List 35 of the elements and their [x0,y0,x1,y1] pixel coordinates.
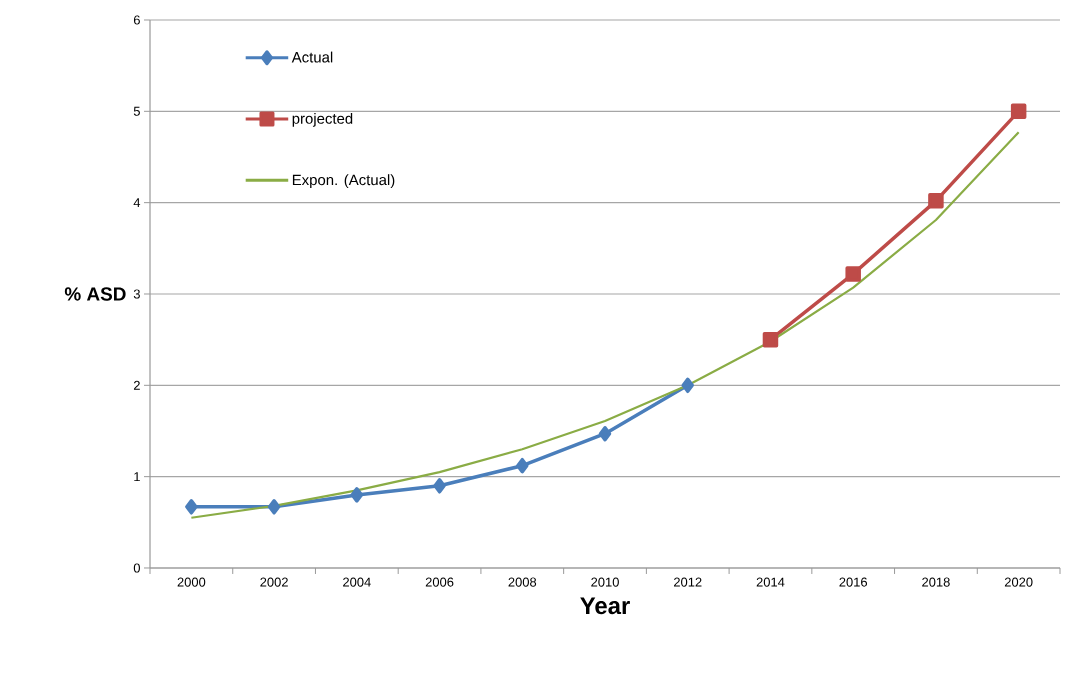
point [681,377,694,394]
x-tick-label: 2012 [673,577,702,587]
y-tick-label: 3 [133,289,140,299]
x-tick-label: 2014 [756,577,785,587]
point [516,457,529,474]
x-tick-label: 2018 [922,577,950,587]
line-series [190,131,1020,519]
y-tick-label: 2 [133,380,140,390]
point [845,266,861,282]
point [762,331,779,348]
x-tick-label: 2006 [425,577,454,587]
legend-label: Actual [291,51,333,63]
x-tick-label: 2000 [177,577,206,587]
point [1010,103,1027,120]
point [928,193,944,209]
x-tick-label: 2016 [839,577,868,587]
x-tick-label: 2008 [508,577,537,587]
y-tick-label: 5 [133,106,140,116]
x-tick-label: 2004 [343,577,371,587]
y-axis-title: % ASD [64,287,126,301]
y-tick-label: 6 [133,15,140,25]
point [433,478,446,494]
point [185,499,198,515]
x-axis-title: Year [580,597,630,615]
x-tick-label: 2002 [260,577,288,587]
point [267,499,281,515]
point [598,425,612,442]
x-tick-label: 2010 [591,577,619,587]
y-tick-label: 1 [134,472,140,482]
y-tick-label: 4 [133,198,141,208]
legend-label: projected [292,112,353,127]
point [350,487,364,503]
legend-label: Expon. (Actual) [292,174,395,189]
x-tick-label: 2020 [1004,577,1033,587]
y-tick-label: 0 [133,563,140,573]
